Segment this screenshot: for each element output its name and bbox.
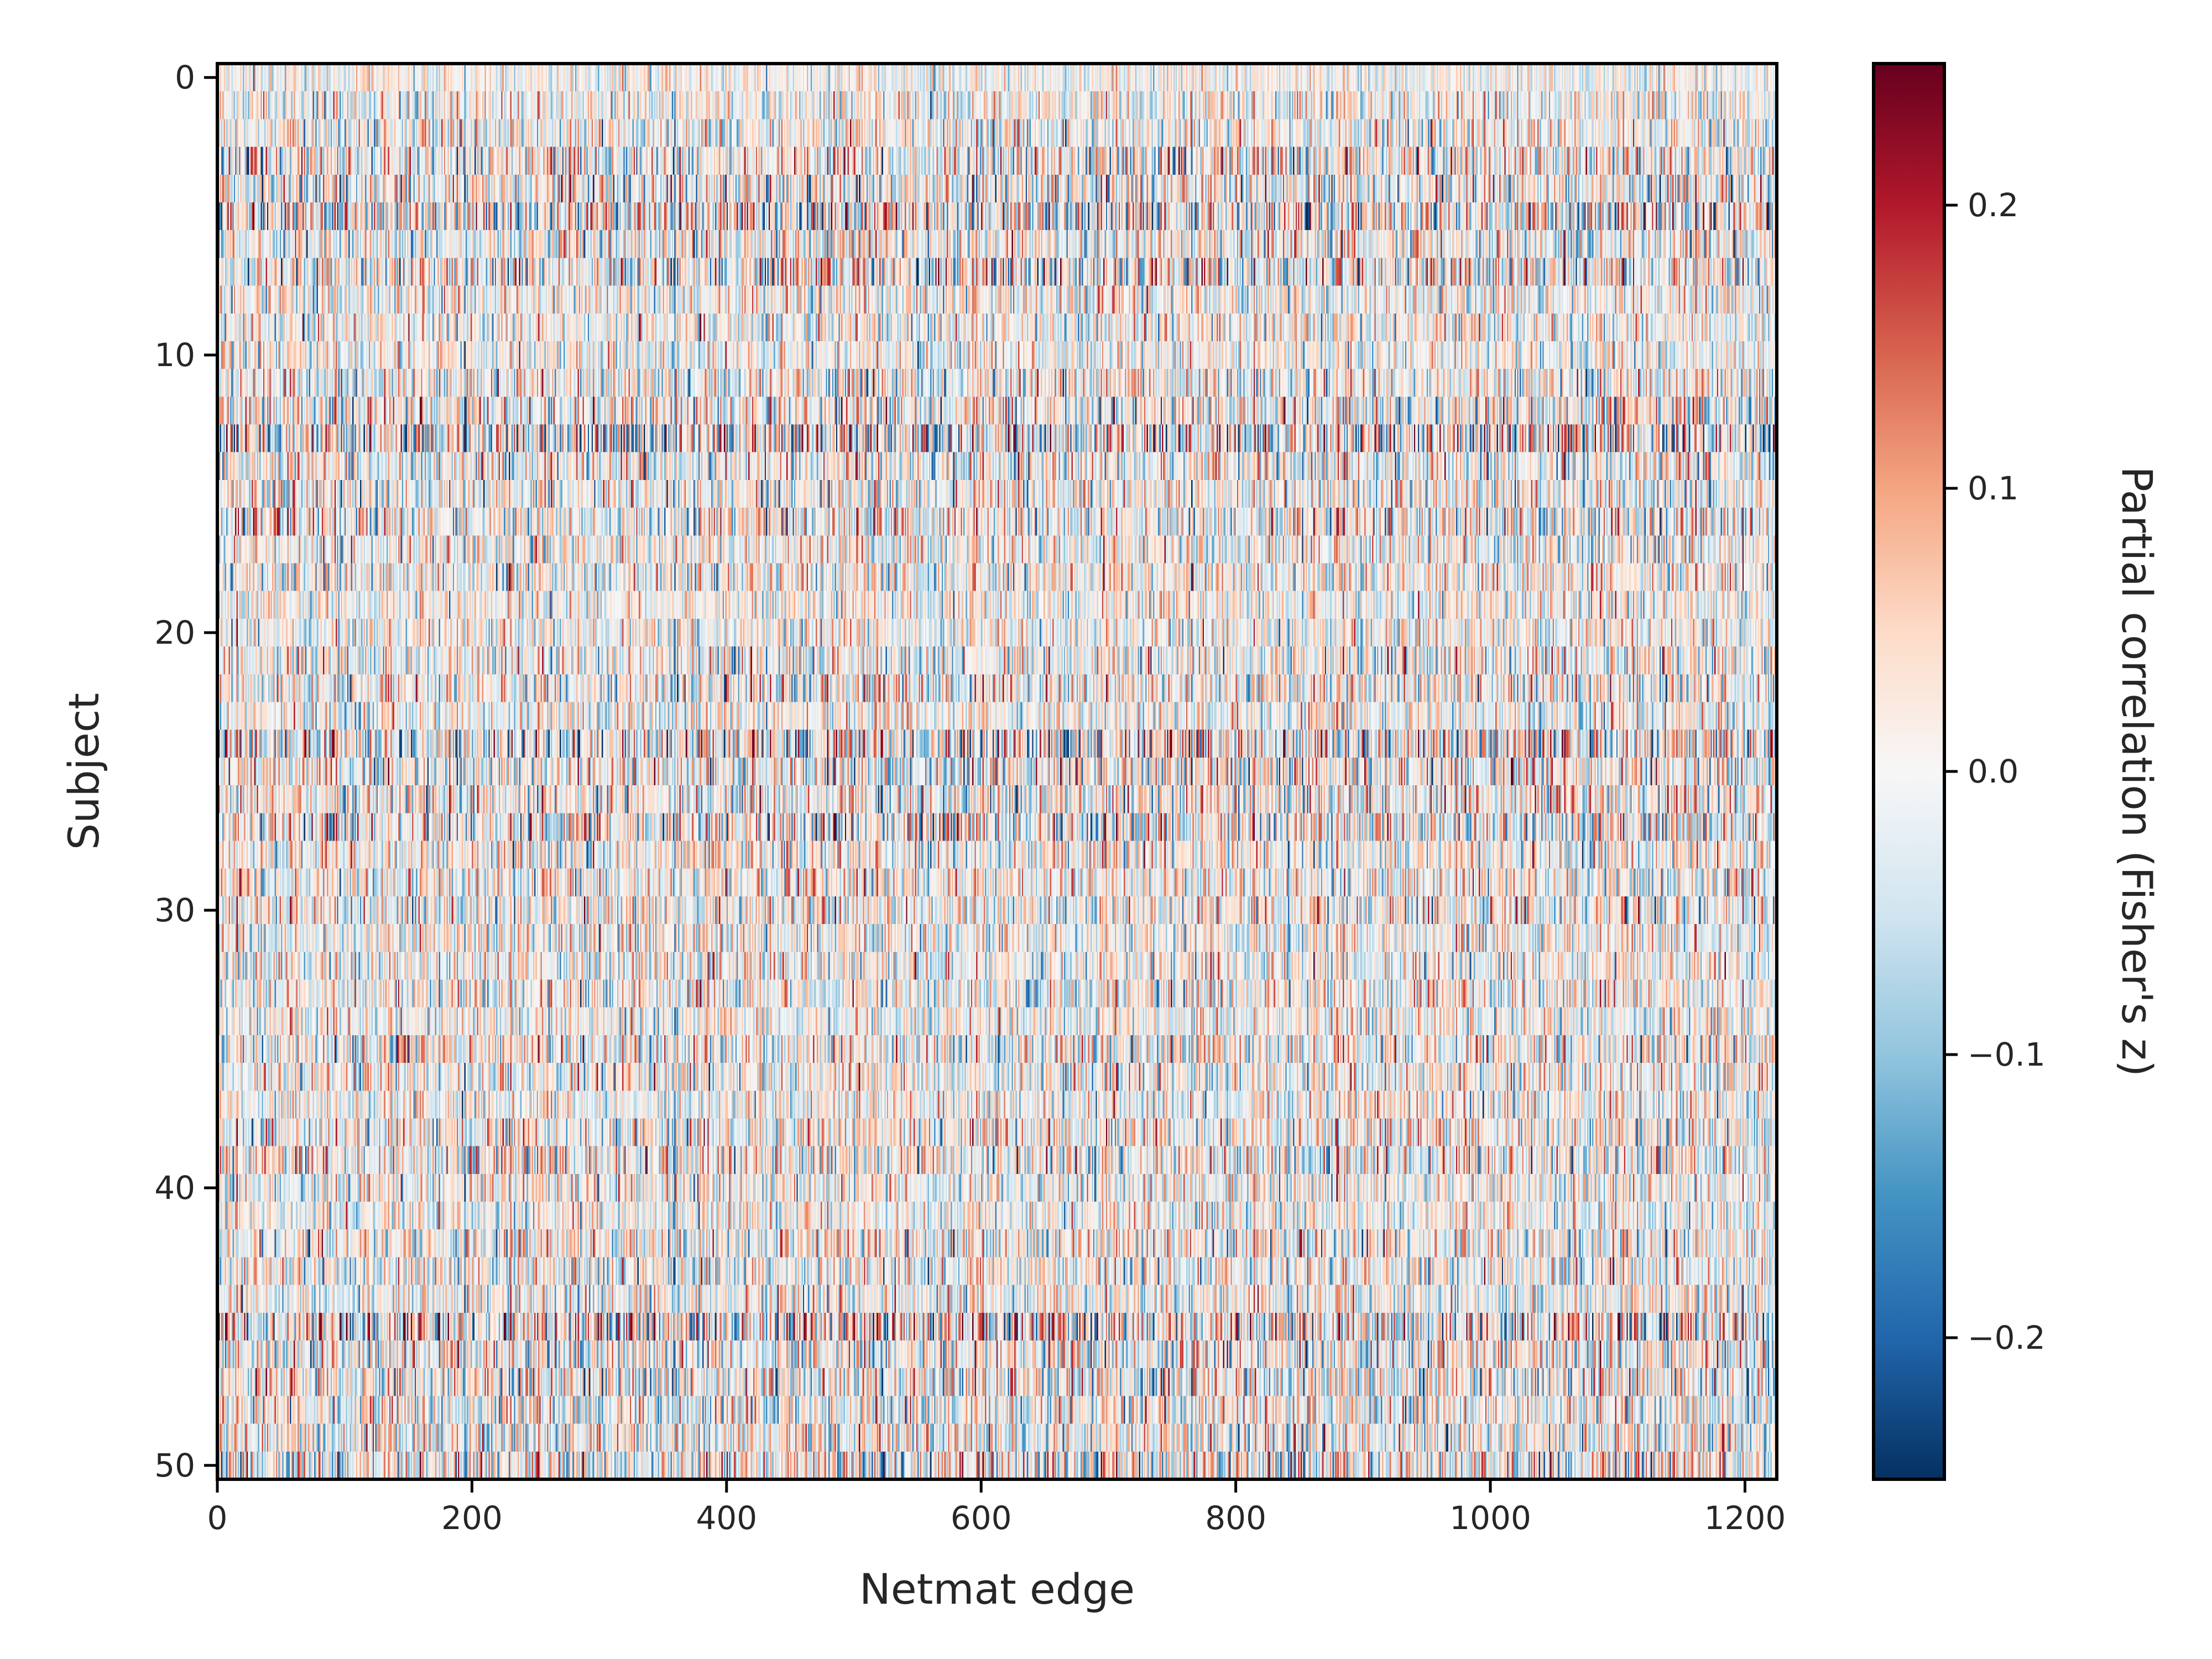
x-tick-label: 600 (951, 1499, 1012, 1537)
y-tick-label: 40 (154, 1169, 195, 1207)
y-tick-label: 20 (154, 614, 195, 651)
x-tick-label: 400 (696, 1499, 757, 1537)
colorbar-tick-label: −0.2 (1968, 1319, 2046, 1357)
colorbar-tick-label: 0.1 (1968, 469, 2018, 507)
heatmap-image (217, 64, 1777, 1479)
x-tick-label: 1000 (1449, 1499, 1531, 1537)
colorbar-tick-label: −0.1 (1968, 1036, 2046, 1073)
y-tick-label: 0 (175, 59, 195, 96)
x-axis-label: Netmat edge (859, 1564, 1135, 1614)
y-tick-label: 50 (154, 1447, 195, 1484)
x-tick-label: 200 (441, 1499, 503, 1537)
colorbar-tick-label: 0.2 (1968, 186, 2018, 224)
colorbar-label: Partial correlation (Fisher's z) (2112, 466, 2162, 1077)
y-tick-label: 10 (154, 336, 195, 374)
x-tick-label: 0 (207, 1499, 228, 1537)
x-tick-label: 1200 (1704, 1499, 1786, 1537)
x-tick-label: 800 (1205, 1499, 1266, 1537)
y-axis-label: Subject (59, 693, 108, 850)
y-axis: 0 10 20 30 40 50 (154, 59, 217, 1484)
plot-frame (216, 62, 1778, 1481)
colorbar-gradient (1872, 62, 1946, 1481)
colorbar: −0.2 −0.1 0.0 0.1 0.2 Partial correlation (F… (1872, 62, 2162, 1481)
colorbar-tick-label: 0.0 (1968, 753, 2018, 790)
x-axis: 0 200 400 600 800 1000 1200 (207, 1479, 1786, 1537)
heatmap-plot-area (216, 62, 1778, 1481)
colorbar-ticks: −0.2 −0.1 0.0 0.1 0.2 (1944, 186, 2046, 1357)
y-tick-label: 30 (154, 891, 195, 929)
